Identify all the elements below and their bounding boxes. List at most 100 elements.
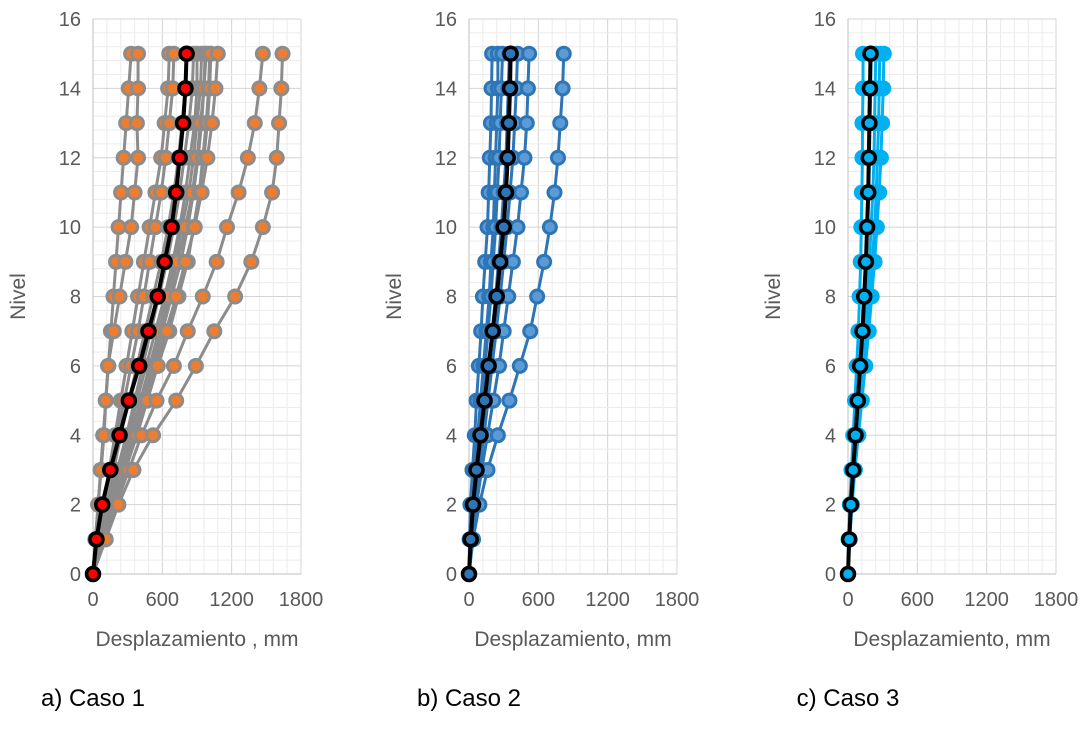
data-point [157,149,174,166]
data-point [264,184,281,201]
data-point [254,45,271,62]
mean-data-point [178,45,195,62]
data-point [111,288,128,305]
x-tick-label: 0 [463,589,474,611]
data-point [126,184,143,201]
x-tick-label: 600 [146,589,179,611]
y-tick-label: 4 [70,425,81,447]
mean-data-point [484,322,501,340]
data-point [113,184,130,201]
data-point [501,392,518,409]
mean-data-point [480,357,497,375]
data-point [875,80,892,97]
chart-caption: c) Caso 3 [797,685,900,712]
mean-data-point [177,80,194,97]
x-axis-title: Desplazamiento, mm [474,628,671,651]
data-point [130,45,147,62]
data-point [199,149,216,166]
data-point [208,253,225,270]
y-tick-label: 10 [59,217,81,239]
data-point [511,357,528,374]
y-tick-label: 16 [59,9,81,31]
y-tick-label: 0 [446,564,457,586]
data-point [522,323,539,340]
data-point [209,45,226,62]
data-point [243,253,260,270]
y-tick-label: 6 [70,356,81,378]
y-tick-label: 2 [446,495,457,517]
series-polyline [91,53,285,575]
mean-data-point [844,461,862,479]
chart-caption: b) Caso 2 [417,685,521,712]
mean-data-point [491,253,509,271]
series-polyline [467,53,566,575]
mean-data-point [167,184,185,201]
y-tick-label: 2 [70,495,81,517]
mean-data-point [839,565,857,583]
data-point [516,149,533,166]
data-point [206,323,223,340]
mean-data-point [88,531,105,548]
mean-data-point [840,531,858,548]
mean-data-point [460,565,478,583]
mean-data-point [854,322,871,340]
data-point [227,288,244,305]
x-tick-label: 1200 [964,589,1009,611]
mean-data-point [140,322,157,340]
mean-data-point [497,184,515,201]
x-tick-label: 1200 [585,589,630,611]
mean-data-point [842,496,860,513]
mean-data-point [499,149,516,166]
y-tick-label: 2 [825,495,836,517]
data-point [219,219,236,236]
chart-2: 0 2 4 6 8 10 12 14 16 0 600 1200 1800 Desplazamiento,… [383,9,699,712]
y-tick-label: 0 [70,564,81,586]
y-tick-label: 6 [446,356,457,378]
series-polyline [91,53,220,575]
data-point [158,323,175,340]
data-point [110,496,127,513]
data-point [521,45,538,62]
y-tick-label: 16 [814,9,836,31]
data-point [549,149,566,166]
mean-data-point [502,45,519,62]
mean-polyline [467,53,513,575]
mean-data-point [860,149,878,166]
mean-data-point [495,218,512,236]
mean-data-point [102,461,119,479]
data-point [271,115,288,132]
y-tick-label: 8 [446,287,457,309]
data-point [246,115,263,132]
mean-data-point [861,114,878,132]
data-point [147,219,164,236]
data-point [148,392,165,409]
series-polyline [91,53,265,575]
data-point [105,323,122,340]
mean-data-point [847,427,864,444]
mean-data-point [174,114,192,132]
mean-data-point [862,45,879,62]
y-tick-label: 10 [435,217,457,239]
data-point [110,219,127,236]
y-tick-label: 12 [435,148,457,170]
data-point [168,392,185,409]
mean-series [839,45,879,583]
grid [92,18,302,575]
series-polyline [91,53,140,575]
mean-series [84,45,195,583]
x-axis-title: Desplazamiento , mm [95,628,298,651]
mean-data-point [149,288,166,305]
mean-data-point [163,218,180,236]
data-point [546,184,563,201]
data-point [555,45,572,62]
chart-3: 0 2 4 6 8 10 12 14 16 0 600 1200 1800 Desplazamiento,… [762,9,1078,712]
x-tick-label: 0 [87,589,98,611]
series-polyline [91,53,208,575]
x-tick-label: 1800 [279,589,324,611]
data-point [519,80,536,97]
y-tick-label: 14 [814,78,836,100]
mean-data-point [859,184,877,201]
data-point [177,253,194,270]
data-point [149,357,166,374]
